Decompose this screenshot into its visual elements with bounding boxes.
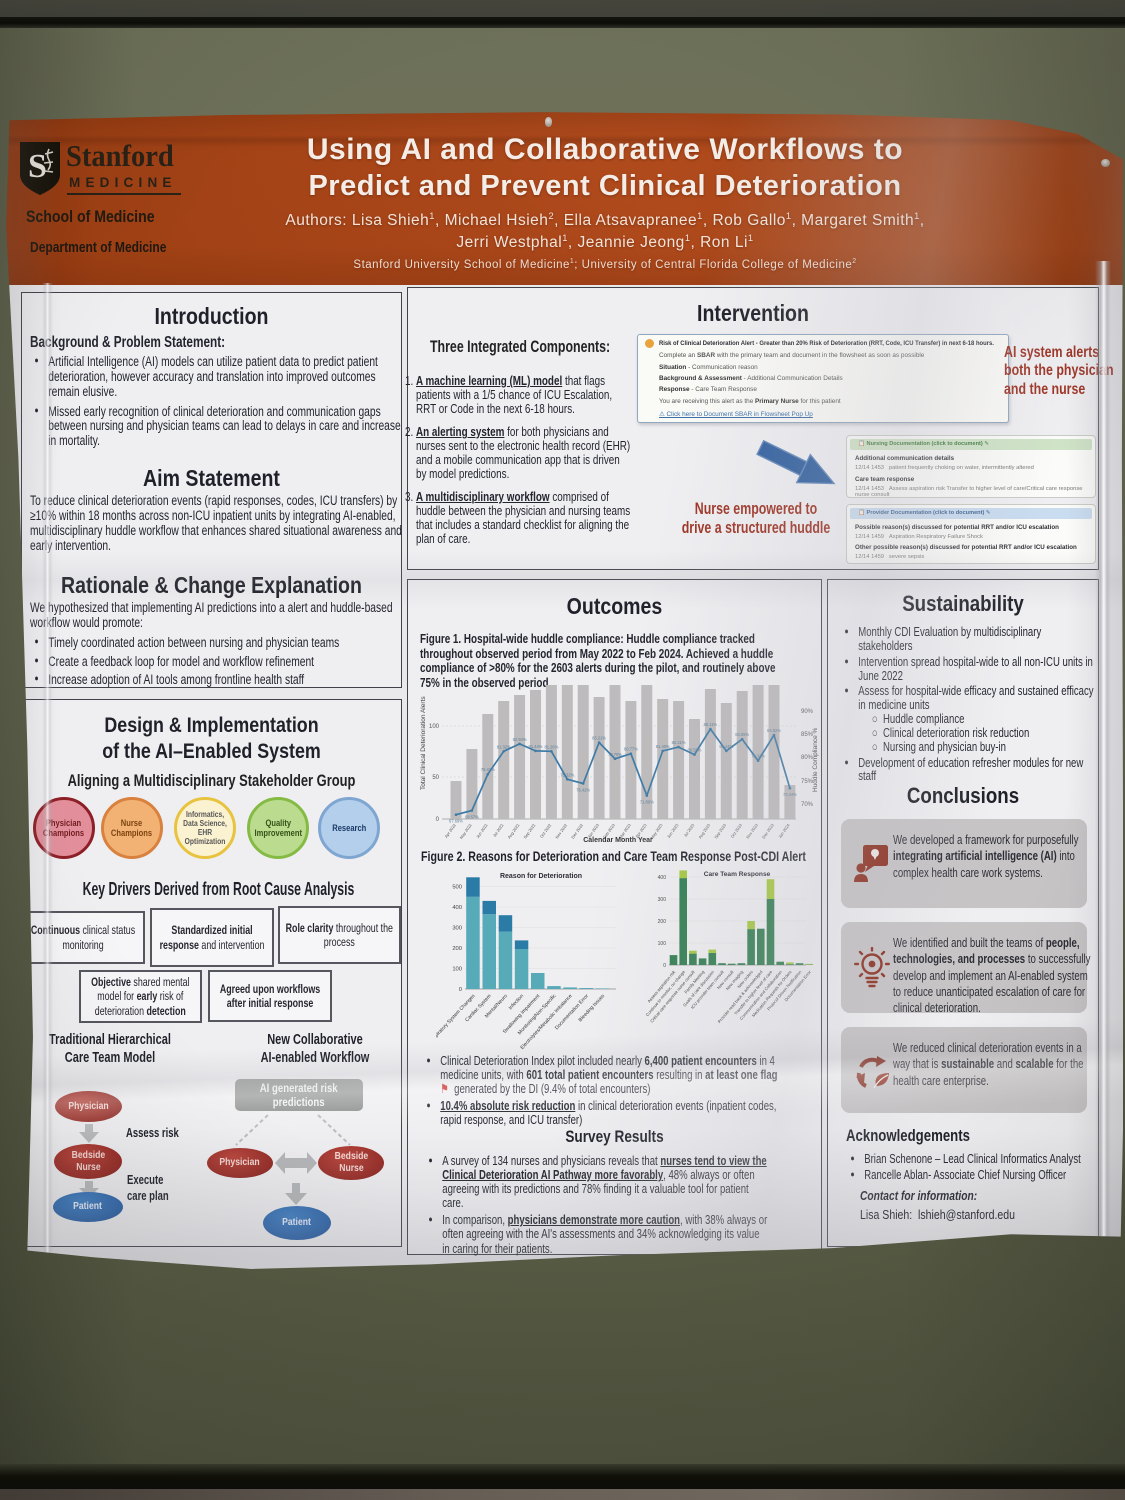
- svg-text:67.69%: 67.69%: [449, 819, 463, 824]
- svg-text:Jul 2023: Jul 2023: [683, 822, 696, 838]
- svg-text:Dec 2023: Dec 2023: [761, 822, 775, 840]
- svg-text:79.34%: 79.34%: [751, 754, 765, 759]
- svg-text:Aug 2023: Aug 2023: [697, 822, 711, 840]
- svg-text:Sep 2022: Sep 2022: [522, 822, 536, 840]
- svg-text:81.44%: 81.44%: [529, 744, 543, 749]
- svg-text:200: 200: [452, 946, 462, 952]
- svg-text:Reason for Deterioration: Reason for Deterioration: [500, 873, 582, 880]
- svg-text:Nov 2022: Nov 2022: [554, 822, 568, 840]
- svg-text:400: 400: [452, 905, 462, 911]
- svg-text:83.85%: 83.85%: [735, 732, 749, 737]
- svg-text:79.70%: 79.70%: [608, 752, 622, 757]
- svg-text:82.94%: 82.94%: [513, 737, 527, 742]
- svg-text:73.44%: 73.44%: [783, 792, 797, 797]
- svg-text:83.21%: 83.21%: [592, 736, 606, 741]
- svg-text:Nov 2023: Nov 2023: [745, 822, 759, 840]
- svg-text:75.32%: 75.32%: [560, 772, 574, 777]
- svg-text:Jun 2022: Jun 2022: [475, 822, 489, 839]
- svg-text:100: 100: [658, 941, 667, 947]
- svg-text:300: 300: [452, 926, 462, 932]
- svg-text:Huddle Compliance %: Huddle Compliance %: [812, 727, 819, 792]
- svg-text:0: 0: [459, 987, 462, 993]
- svg-text:Apr 2022: Apr 2022: [443, 822, 457, 839]
- svg-text:Total Clinical Deterioration A: Total Clinical Deterioration Alerts: [420, 696, 427, 790]
- svg-text:71.80%: 71.80%: [640, 800, 654, 805]
- svg-text:300: 300: [658, 897, 667, 903]
- svg-text:Jul 2022: Jul 2022: [492, 822, 505, 838]
- svg-text:75%: 75%: [801, 779, 814, 785]
- svg-text:200: 200: [658, 919, 667, 925]
- svg-text:Calendar Month Year: Calendar Month Year: [583, 837, 653, 844]
- svg-text:80.77%: 80.77%: [624, 747, 638, 752]
- svg-text:82.21%: 82.21%: [672, 740, 686, 745]
- svg-text:Sep 2023: Sep 2023: [713, 822, 727, 840]
- svg-text:400: 400: [658, 875, 667, 881]
- svg-text:Oct 2023: Oct 2023: [730, 822, 744, 839]
- svg-text:Oct 2022: Oct 2022: [539, 822, 553, 839]
- svg-text:Jan 2024: Jan 2024: [777, 822, 791, 839]
- svg-text:76.41%: 76.41%: [481, 767, 495, 772]
- svg-text:Jun 2023: Jun 2023: [666, 822, 680, 839]
- svg-text:S: S: [28, 148, 47, 185]
- svg-text:50: 50: [432, 775, 439, 781]
- svg-text:86.11%: 86.11%: [704, 722, 718, 727]
- svg-text:76.42%: 76.42%: [576, 788, 590, 793]
- svg-text:81.32%: 81.32%: [497, 744, 511, 749]
- svg-text:84.82%: 84.82%: [767, 728, 781, 733]
- svg-text:85%: 85%: [801, 732, 814, 738]
- svg-text:90%: 90%: [801, 709, 814, 715]
- svg-text:100: 100: [429, 724, 440, 730]
- svg-text:68.57%: 68.57%: [465, 815, 479, 820]
- svg-text:81.44%: 81.44%: [719, 744, 733, 749]
- svg-text:Care Team Response: Care Team Response: [704, 871, 771, 878]
- svg-text:Aug 2022: Aug 2022: [506, 822, 520, 840]
- svg-text:May 2022: May 2022: [459, 822, 474, 840]
- svg-text:70%: 70%: [801, 802, 814, 808]
- svg-text:500: 500: [452, 885, 462, 891]
- svg-text:80.59%: 80.59%: [688, 748, 702, 753]
- svg-text:81.40%: 81.40%: [656, 744, 670, 749]
- svg-text:81.26%: 81.26%: [544, 744, 558, 749]
- svg-text:100: 100: [452, 967, 462, 973]
- svg-text:0: 0: [436, 817, 440, 823]
- svg-text:80%: 80%: [801, 755, 814, 761]
- svg-text:0: 0: [663, 963, 666, 969]
